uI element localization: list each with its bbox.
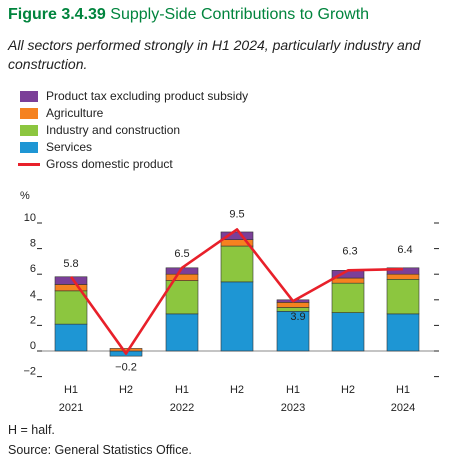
bar-segment-industry-and-construction [54, 290, 88, 325]
legend-item-product-tax: Product tax excluding product subsidy [18, 88, 248, 105]
legend-swatch-product-tax [20, 91, 38, 102]
x-category-label: H2 [230, 384, 244, 396]
legend-swatch-services [20, 142, 38, 153]
bar-segment-industry-and-construction [386, 279, 420, 315]
gdp-data-label: 6.3 [342, 245, 357, 257]
note-half: H = half. [8, 423, 55, 437]
y-tick-label: 0 [30, 340, 36, 352]
bar-segment-industry-and-construction [331, 282, 365, 313]
bar-segment-agriculture [54, 284, 88, 292]
bar-segment-industry-and-construction [165, 280, 199, 315]
legend-label-agriculture: Agriculture [46, 106, 104, 120]
legend-item-gdp: Gross domestic product [18, 156, 248, 173]
bar-segment-agriculture [331, 277, 365, 284]
bar-segment-services [331, 312, 365, 352]
x-category-label: H2 [119, 384, 133, 396]
legend-swatch-gdp [18, 163, 40, 166]
legend-label-services: Services [46, 140, 93, 154]
bar-segment-product-tax-excluding-product-subsidy [220, 231, 254, 240]
y-tick-label: −2 [23, 366, 36, 378]
figure-number: Figure 3.4.39 [8, 6, 106, 23]
bar-segment-services [220, 281, 254, 352]
figure-name: Supply-Side Contributions to Growth [110, 6, 370, 23]
bar-segment-services [165, 313, 199, 352]
gdp-data-label: 5.8 [63, 258, 78, 270]
x-year-label: 2024 [391, 402, 415, 414]
note-source: Source: General Statistics Office. [8, 443, 192, 457]
chart-notes: H = half. Source: General Statistics Off… [8, 420, 192, 460]
gdp-data-label: 6.5 [174, 248, 189, 260]
x-year-label: 2023 [281, 402, 305, 414]
y-tick-label: 2 [30, 314, 36, 326]
legend-label-industry: Industry and construction [46, 123, 181, 137]
x-category-label: H2 [341, 384, 355, 396]
x-category-label: H1 [396, 384, 410, 396]
gdp-data-label: −0.2 [115, 362, 137, 374]
bar-segment-industry-and-construction [220, 245, 254, 283]
legend-label-product-tax: Product tax excluding product subsidy [46, 89, 249, 103]
y-axis-unit-label: % [20, 190, 30, 202]
y-tick-label: 10 [24, 212, 36, 224]
figure-title: Figure 3.4.39 Supply-Side Contributions … [8, 6, 369, 24]
bar-segment-agriculture [109, 348, 143, 352]
gdp-line [69, 228, 404, 355]
bar-segment-agriculture [386, 273, 420, 280]
stacked-bar-chart: % −2 0 2 4 6 8 10 5.8 −0.2 6.5 9.5 3.9 6.3 6.4 H1 H2 H1 H2… [20, 190, 439, 414]
gdp-data-label: 3.9 [290, 311, 305, 323]
y-tick-label: 8 [30, 238, 36, 250]
legend-item-agriculture: Agriculture [18, 105, 248, 122]
y-tick-label: 6 [30, 263, 36, 275]
bar-segment-services [54, 323, 88, 352]
x-category-label: H1 [175, 384, 189, 396]
gdp-data-label: 9.5 [229, 208, 244, 220]
legend-swatch-agriculture [20, 108, 38, 119]
legend-swatch-industry [20, 125, 38, 136]
x-year-label: 2022 [170, 402, 194, 414]
x-category-label: H1 [286, 384, 300, 396]
legend-label-gdp: Gross domestic product [46, 157, 173, 171]
bar-segment-agriculture [165, 273, 199, 281]
bar-segment-services [276, 311, 310, 352]
figure-subtitle: All sectors performed strongly in H1 202… [8, 37, 421, 72]
chart-legend: Product tax excluding product subsidy Ag… [18, 88, 248, 173]
gdp-data-label: 6.4 [397, 244, 412, 256]
bar-segment-agriculture [276, 302, 310, 308]
legend-item-services: Services [18, 139, 248, 156]
bar-segment-services [386, 313, 420, 352]
x-category-label: H1 [64, 384, 78, 396]
legend-item-industry: Industry and construction [18, 122, 248, 139]
bar-segment-product-tax-excluding-product-subsidy [386, 267, 420, 275]
y-tick-label: 4 [30, 289, 36, 301]
x-year-label: 2021 [59, 402, 83, 414]
